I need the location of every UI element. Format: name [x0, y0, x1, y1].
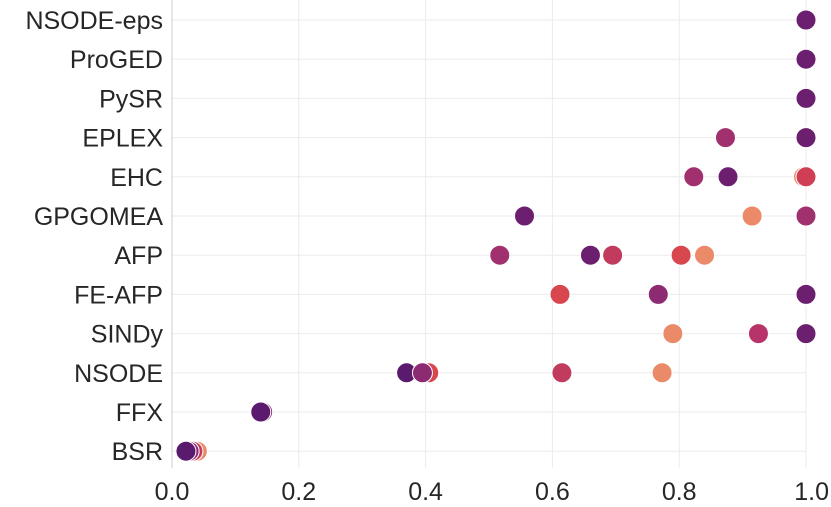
y-tick-labels: NSODE-eps ProGED PySR EPLEX EHC GPGOMEA AFP FE-… [25, 7, 163, 466]
data-point [795, 283, 817, 305]
y-tick-label: AFP [114, 242, 163, 270]
data-point [795, 87, 817, 109]
data-point [662, 323, 684, 345]
data-point [651, 362, 673, 384]
y-tick-label: NSODE-eps [25, 7, 163, 35]
data-point [795, 323, 817, 345]
data-point [670, 244, 692, 266]
y-tick-label: NSODE [74, 360, 163, 388]
y-tick-label: EPLEX [82, 125, 163, 153]
y-tick-label: GPGOMEA [34, 203, 164, 231]
data-point [694, 244, 716, 266]
data-point [411, 362, 433, 384]
x-tick-label: 0.8 [662, 478, 697, 506]
data-point [717, 166, 739, 188]
data-point [549, 283, 571, 305]
data-point [514, 205, 536, 227]
data-point [489, 244, 511, 266]
data-point [747, 323, 769, 345]
data-point [741, 205, 763, 227]
data-point [795, 127, 817, 149]
data-point [795, 205, 817, 227]
data-point [683, 166, 705, 188]
data-point [551, 362, 573, 384]
x-tick-label: 0.6 [535, 478, 570, 506]
data-point [250, 401, 272, 423]
y-tick-label: PySR [99, 85, 163, 113]
horizontal-gridlines [172, 19, 806, 452]
x-tick-label: 0.2 [281, 478, 316, 506]
x-tick-labels: 0.0 0.2 0.4 0.6 0.8 1.0 [155, 478, 829, 506]
data-point [795, 48, 817, 70]
data-point [175, 440, 197, 462]
data-point [795, 9, 817, 31]
y-tick-label: SINDy [91, 321, 164, 349]
x-tick-label: 1.0 [794, 478, 829, 506]
data-point [579, 244, 601, 266]
data-point [795, 166, 817, 188]
y-tick-label: ProGED [70, 46, 163, 74]
vertical-gridlines [171, 0, 807, 468]
y-tick-label: EHC [110, 164, 163, 192]
y-tick-label: FE-AFP [74, 281, 163, 309]
y-tick-label: FFX [116, 399, 164, 427]
y-tick-label: BSR [112, 438, 163, 466]
x-tick-label: 0.4 [408, 478, 443, 506]
data-point [714, 127, 736, 149]
data-points [175, 9, 817, 462]
x-tick-label: 0.0 [155, 478, 190, 506]
data-point [647, 283, 669, 305]
data-point [602, 244, 624, 266]
